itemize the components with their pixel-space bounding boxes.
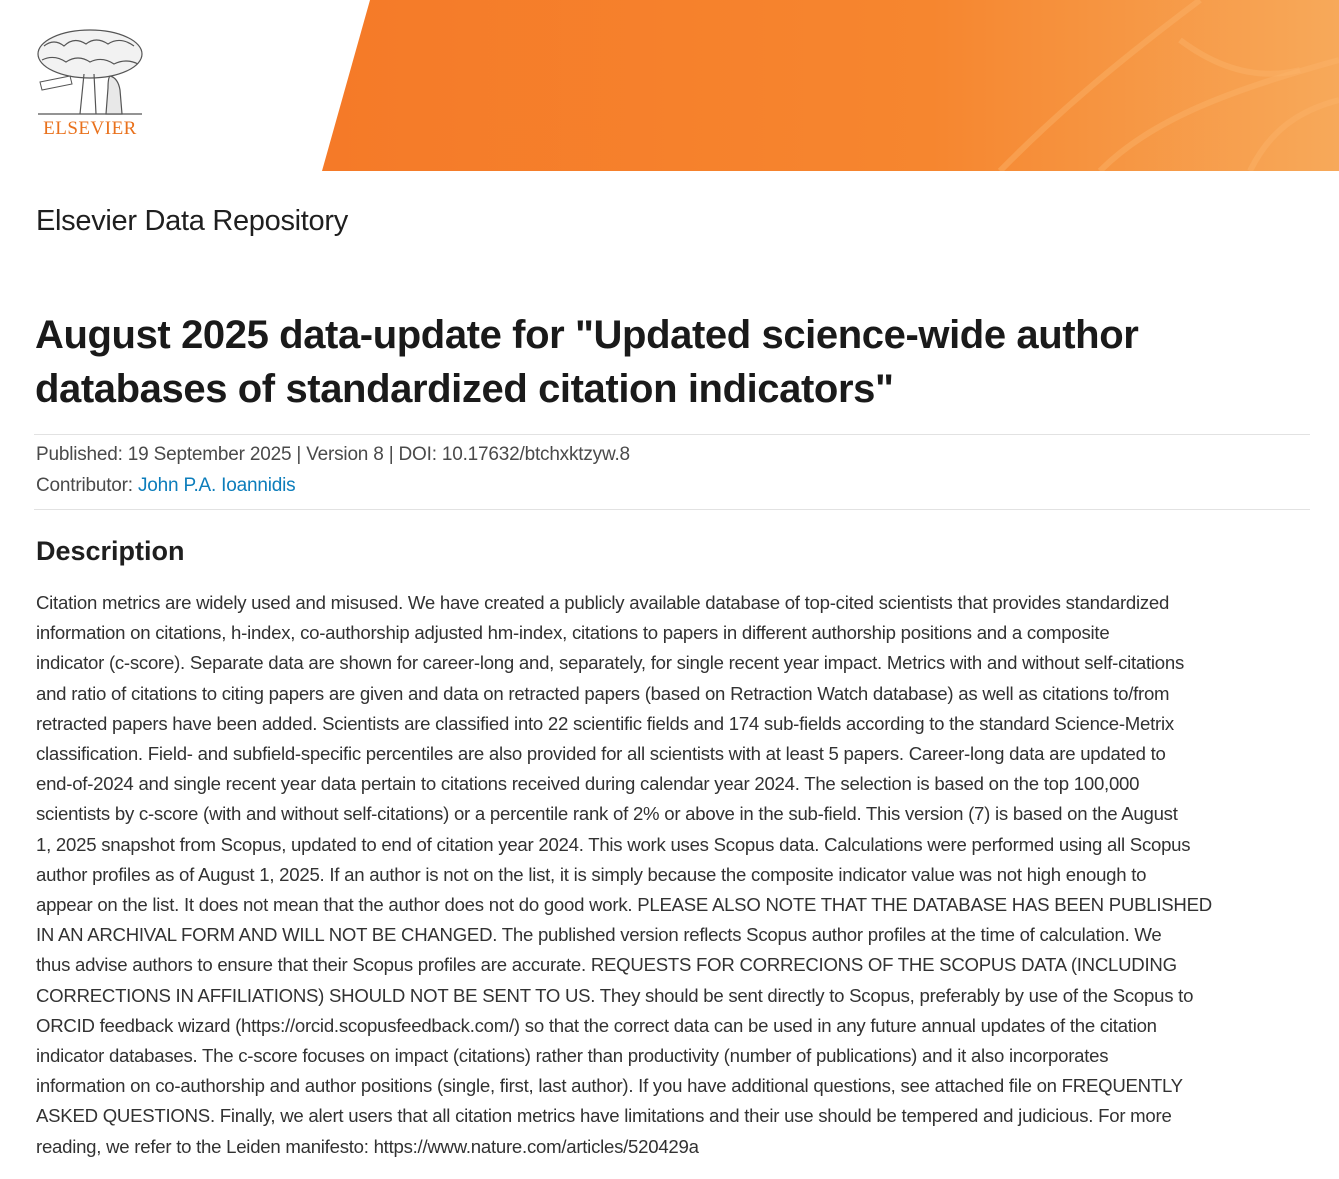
title-line: August 2025 data-update for "Updated sci… xyxy=(35,313,1139,357)
description-line: retracted papers have been added. Scient… xyxy=(36,712,1174,734)
description-heading: Description xyxy=(36,536,185,566)
dataset-title: August 2025 data-update for "Updated sci… xyxy=(35,308,1139,416)
description-line: 1, 2025 snapshot from Scopus, updated to… xyxy=(36,833,1191,855)
site-title[interactable]: Elsevier Data Repository xyxy=(36,205,348,237)
description-line: indicator databases. The c-score focuses… xyxy=(36,1045,1109,1067)
title-line: databases of standardized citation indic… xyxy=(35,367,894,411)
description-line: ORCID feedback wizard (https://orcid.sco… xyxy=(36,1014,1157,1036)
contributor-label: Contributor: xyxy=(36,475,133,496)
description-line: appear on the list. It does not mean tha… xyxy=(36,894,1212,916)
contributor-link[interactable]: John P.A. Ioannidis xyxy=(137,475,296,496)
publication-info: Published: 19 September 2025 | Version 8… xyxy=(36,444,630,465)
description-line: author profiles as of August 1, 2025. If… xyxy=(36,863,1147,885)
description-line: Citation metrics are widely used and mis… xyxy=(36,592,1170,613)
description-line: information on co-authorship and author … xyxy=(36,1075,1183,1097)
description-line: ASKED QUESTIONS. Finally, we alert users… xyxy=(36,1105,1172,1127)
contributor-line: Contributor: John P.A. Ioannidis xyxy=(36,475,296,497)
elsevier-logo-text[interactable]: ELSEVIER xyxy=(43,118,137,139)
elsevier-tree-logo xyxy=(37,29,143,115)
header-banner xyxy=(322,0,1339,171)
description-text: Citation metrics are widely used and mis… xyxy=(36,588,1212,1162)
description-line: CORRECTIONS IN AFFILIATIONS) SHOULD NOT … xyxy=(36,984,1194,1006)
description-line: thus advise authors to ensure that their… xyxy=(36,954,1177,976)
description-line: IN AN ARCHIVAL FORM AND WILL NOT BE CHAN… xyxy=(36,924,1162,946)
description-line: and ratio of citations to citing papers … xyxy=(36,682,1170,704)
description-line: classification. Field- and subfield-spec… xyxy=(36,743,1166,765)
description-line: end-of-2024 and single recent year data … xyxy=(36,773,1140,795)
divider xyxy=(34,434,1310,435)
description-line: information on citations, h-index, co-au… xyxy=(36,622,1110,644)
description-line: indicator (c-score). Separate data are s… xyxy=(36,652,1185,674)
divider xyxy=(34,509,1310,510)
description-line: reading, we refer to the Leiden manifest… xyxy=(36,1135,699,1157)
description-line: scientists by c-score (with and without … xyxy=(36,803,1178,825)
